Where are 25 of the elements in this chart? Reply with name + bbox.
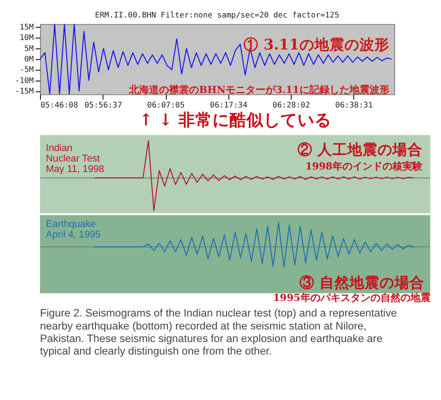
text: ③ 自然地震の場合 bbox=[299, 274, 424, 292]
y-tick-label: -10M bbox=[14, 76, 34, 85]
y-tick-label: 10M bbox=[20, 33, 34, 42]
x-tick-label: 06:07:05 bbox=[147, 100, 185, 110]
x-tick-label: 05:46:08 bbox=[40, 100, 78, 110]
series-label: Indian Nuclear Test May 11, 1998 bbox=[46, 142, 104, 176]
annotation: ② 人工地震の場合 bbox=[297, 142, 422, 159]
x-tick-label: 05:56:37 bbox=[84, 100, 122, 110]
annotation: 1998年のインドの核実験 bbox=[305, 160, 424, 172]
y-tick-label: 0M bbox=[24, 54, 34, 64]
series-label: Earthquake April 4, 1995 bbox=[46, 218, 102, 241]
chart-title: ↑ ↓ 非常に酷似している bbox=[138, 109, 332, 130]
x-tick-label: 06:28:02 bbox=[272, 100, 310, 110]
y-tick-label: -15M bbox=[14, 86, 34, 96]
caption: Figure 2. Seismograms of the Indian nuclear test (top) and a representative nearby earthquake (bottom) recorded at the seismic station at Nilore, Pakistan. These seismic signatures for an explosion and earthquake are typical and clearly distinguish one from the other. bbox=[40, 308, 397, 358]
y-tick-label: -5M bbox=[20, 65, 34, 74]
y-tick-label: 5M bbox=[24, 44, 34, 53]
annotation: 北海道の襟裳のBHNモニターが3.11に記録した地震波形 bbox=[128, 84, 390, 96]
line-series bbox=[40, 24, 392, 94]
y-tick-label: 15M bbox=[20, 22, 34, 32]
text: 1995年のパキスタンの自然の地震 bbox=[273, 292, 430, 304]
annotation: ① 3.11の地震の波形 bbox=[244, 36, 390, 54]
x-tick-label: 06:17:34 bbox=[210, 100, 248, 110]
x-tick-label: 06:38:31 bbox=[335, 100, 374, 110]
chart-title: ERM.II.00.BHN Filter:none samp/sec=20 dec factor=125 bbox=[95, 10, 340, 20]
